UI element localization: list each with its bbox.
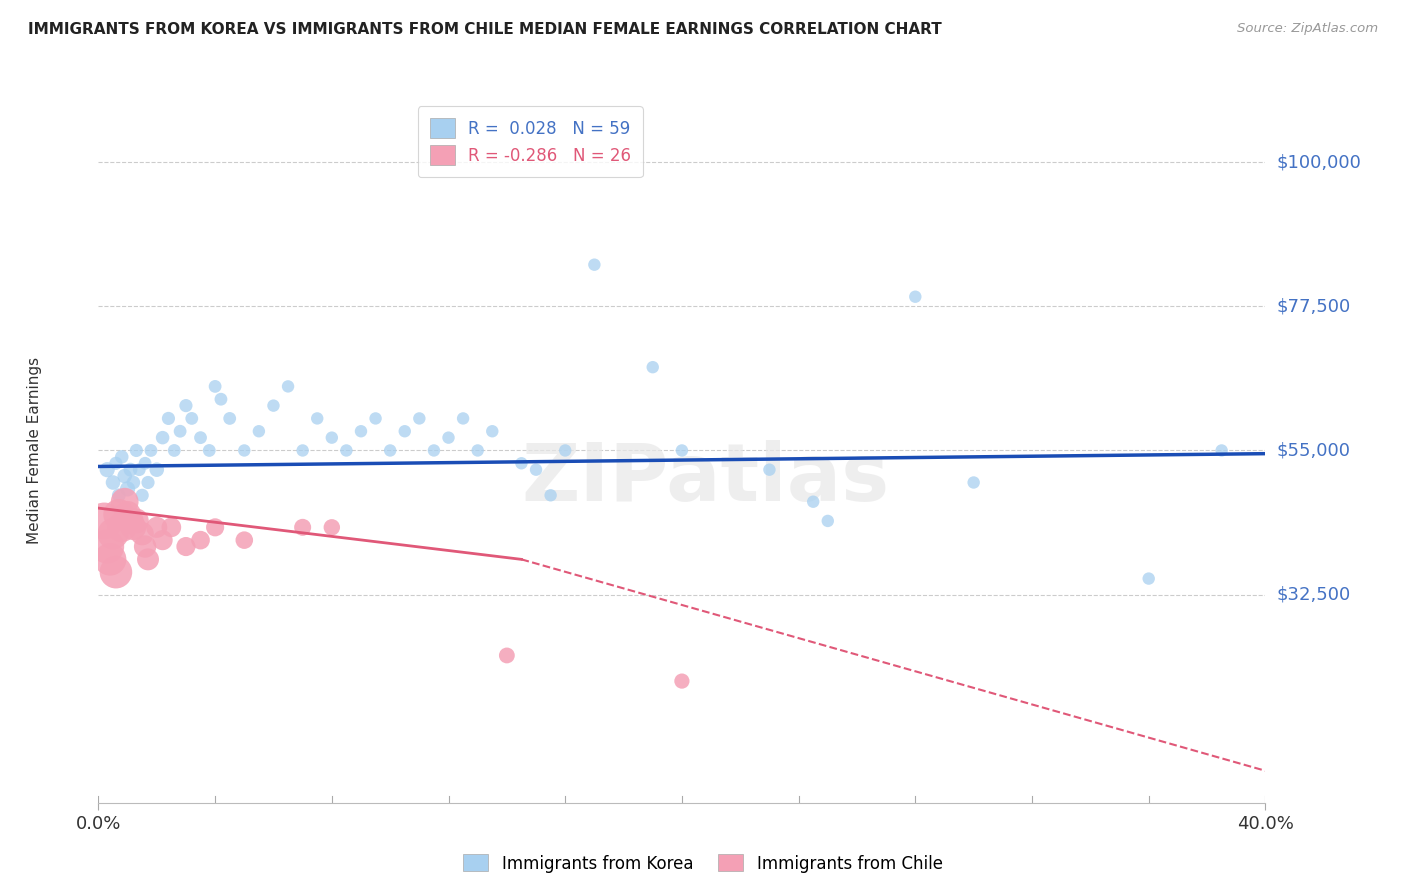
Text: $77,500: $77,500: [1277, 297, 1351, 315]
Point: [641, 360, 664, 375]
Point: [101, 526, 124, 541]
Point: [350, 424, 373, 438]
Point: [146, 520, 169, 534]
Point: [277, 379, 299, 393]
Point: [524, 463, 547, 477]
Point: [904, 290, 927, 304]
Point: [321, 431, 343, 445]
Point: [134, 456, 156, 470]
Point: [204, 379, 226, 393]
Point: [114, 469, 136, 483]
Point: [125, 443, 148, 458]
Point: [174, 399, 197, 413]
Point: [671, 443, 693, 458]
Text: ZIPatlas: ZIPatlas: [522, 440, 890, 517]
Point: [583, 258, 606, 272]
Point: [204, 520, 226, 534]
Point: [437, 431, 460, 445]
Point: [1211, 443, 1233, 458]
Point: [160, 520, 183, 534]
Point: [98, 552, 121, 566]
Point: [122, 475, 145, 490]
Point: [93, 514, 115, 528]
Point: [117, 508, 139, 522]
Point: [291, 520, 314, 534]
Point: [1137, 572, 1160, 586]
Point: [111, 450, 134, 464]
Text: IMMIGRANTS FROM KOREA VS IMMIGRANTS FROM CHILE MEDIAN FEMALE EARNINGS CORRELATIO: IMMIGRANTS FROM KOREA VS IMMIGRANTS FROM…: [28, 22, 942, 37]
Point: [307, 411, 329, 425]
Text: $55,000: $55,000: [1277, 442, 1351, 459]
Point: [233, 533, 256, 548]
Point: [180, 411, 202, 425]
Legend: Immigrants from Korea, Immigrants from Chile: Immigrants from Korea, Immigrants from C…: [457, 847, 949, 880]
Point: [209, 392, 232, 407]
Text: Source: ZipAtlas.com: Source: ZipAtlas.com: [1237, 22, 1378, 36]
Point: [139, 443, 162, 458]
Point: [291, 443, 314, 458]
Point: [169, 424, 191, 438]
Point: [134, 540, 156, 554]
Point: [364, 411, 387, 425]
Point: [157, 411, 180, 425]
Point: [218, 411, 240, 425]
Point: [481, 424, 503, 438]
Point: [104, 456, 127, 470]
Point: [817, 514, 839, 528]
Point: [152, 431, 174, 445]
Point: [540, 488, 562, 502]
Point: [510, 456, 533, 470]
Point: [321, 520, 343, 534]
Point: [262, 399, 284, 413]
Point: [423, 443, 446, 458]
Point: [104, 565, 127, 579]
Point: [131, 488, 153, 502]
Point: [198, 443, 221, 458]
Point: [125, 514, 148, 528]
Point: [120, 514, 142, 528]
Point: [671, 674, 693, 689]
Point: [96, 463, 118, 477]
Point: [962, 475, 984, 490]
Point: [146, 463, 169, 477]
Point: [801, 494, 824, 508]
Point: [114, 494, 136, 508]
Point: [101, 475, 124, 490]
Point: [451, 411, 474, 425]
Point: [467, 443, 489, 458]
Point: [408, 411, 430, 425]
Point: [335, 443, 357, 458]
Point: [394, 424, 416, 438]
Point: [128, 463, 150, 477]
Point: [233, 443, 256, 458]
Point: [122, 520, 145, 534]
Point: [190, 431, 212, 445]
Text: $100,000: $100,000: [1277, 153, 1361, 171]
Point: [131, 526, 153, 541]
Point: [174, 540, 197, 554]
Point: [136, 475, 159, 490]
Point: [136, 552, 159, 566]
Text: Median Female Earnings: Median Female Earnings: [27, 357, 42, 544]
Point: [96, 540, 118, 554]
Point: [378, 443, 402, 458]
Point: [117, 482, 139, 496]
Point: [108, 508, 131, 522]
Text: $32,500: $32,500: [1277, 586, 1351, 604]
Point: [758, 463, 780, 477]
Point: [163, 443, 186, 458]
Legend: R =  0.028   N = 59, R = -0.286   N = 26: R = 0.028 N = 59, R = -0.286 N = 26: [418, 106, 643, 178]
Point: [495, 648, 517, 663]
Point: [108, 488, 131, 502]
Point: [120, 463, 142, 477]
Point: [554, 443, 576, 458]
Point: [247, 424, 270, 438]
Point: [111, 520, 134, 534]
Point: [152, 533, 174, 548]
Point: [190, 533, 212, 548]
